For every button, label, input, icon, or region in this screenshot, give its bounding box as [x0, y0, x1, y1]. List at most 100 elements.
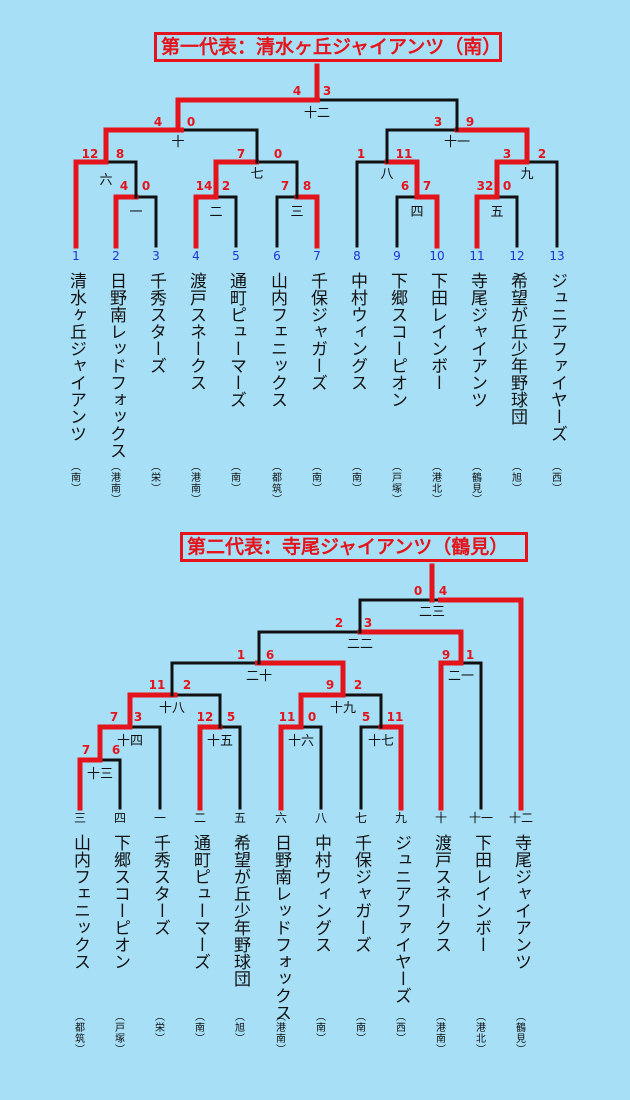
bracket1-match-5-label: 五	[490, 205, 503, 220]
bracket1-match-9-winner-line	[494, 159, 530, 200]
bracket2-team-3-number: 一	[154, 811, 166, 825]
bracket1-team-1-area: ︵南︶	[71, 462, 81, 495]
bracket2-team-7-area: ︵南︶	[316, 1012, 326, 1045]
bracket2-match-5-right-score: 11	[387, 710, 404, 724]
bracket1-match-3-left-score: 7	[281, 179, 289, 193]
bracket1-match-12-right-score: 3	[323, 84, 331, 98]
bracket2-match-9-label: 二一	[448, 669, 474, 684]
bracket1-team-12-area: ︵旭︶	[512, 462, 522, 495]
bracket2-match-10-winner-line	[357, 629, 464, 666]
bracket2-team-8-number: 七	[355, 811, 367, 825]
bracket2-match-9-left-score: 9	[442, 648, 450, 662]
bracket2-team-11-number: 十一	[469, 811, 493, 825]
bracket2-match-10-right-score: 3	[364, 616, 372, 630]
bracket2-match-5-label: 十七	[368, 734, 394, 749]
bracket2-team-11-name: 下田レインボー	[471, 834, 492, 953]
bracket1-match-12-left-score: 4	[293, 84, 301, 98]
bracket2-title: 第二代表：寺尾ジャイアンツ（鶴見）	[180, 532, 528, 562]
bracket2-match-2-right-score: 3	[134, 710, 142, 724]
bracket1-match-3-label: 三	[290, 205, 303, 220]
bracket1-match-9-right-score: 2	[538, 147, 546, 161]
bracket1-team-8-area: ︵南︶	[352, 462, 362, 495]
bracket2-team-12-name: 寺尾ジャイアンツ	[511, 834, 532, 970]
bracket2-team-1-name: 山内フェニックス	[70, 834, 90, 970]
bracket1-team-2-number: 2	[112, 249, 120, 263]
bracket1-match-10-winner-line	[103, 127, 184, 165]
bracket2-match-7-winner-line	[298, 692, 344, 730]
bracket2-match-11-right-score: 4	[439, 584, 447, 598]
bracket2-team-6-area: ︵港南︶	[276, 1012, 286, 1056]
bracket1-match-10-right-score: 0	[187, 115, 195, 129]
bracket2-team-4-area: ︵南︶	[195, 1012, 205, 1045]
bracket2-match-7-label: 十九	[330, 701, 356, 716]
bracket1-match-12-label: 十二	[304, 106, 330, 121]
bracket1-match-2-label: 二	[209, 205, 222, 220]
bracket2-team-6-name: 日野南レッドフォックス	[271, 834, 292, 1021]
bracket2-team-7-number: 八	[315, 811, 327, 825]
bracket1-team-8-number: 8	[353, 249, 361, 263]
bracket1-match-7-label: 七	[250, 167, 263, 182]
bracket1-team-3-number: 3	[152, 249, 160, 263]
bracket1-team-6-area: ︵都筑︶	[272, 462, 282, 506]
bracket2-match-7-left-score: 9	[326, 678, 334, 692]
bracket2-team-8-area: ︵南︶	[356, 1012, 366, 1045]
bracket1-match-8-winner-line	[384, 159, 420, 200]
bracket2-match-7-right-score: 2	[354, 678, 362, 692]
bracket2-match-9-right-score: 1	[466, 648, 474, 662]
bracket1-team-4-name: 渡戸スネークス	[186, 272, 207, 391]
bracket2-team-12-area: ︵鶴見︶	[516, 1012, 526, 1056]
bracket1-match-6-left-score: 12	[82, 147, 99, 161]
bracket1-match-7-right-score: 0	[274, 147, 282, 161]
bracket2-team-1-number: 三	[74, 811, 86, 825]
bracket2-team-4-number: 二	[194, 811, 206, 825]
bracket1-match-12-winner-line	[175, 97, 320, 133]
bracket2-match-3-right-score: 5	[227, 710, 235, 724]
bracket1-team-5-area: ︵南︶	[231, 462, 241, 495]
bracket1-team-12-name: 希望が丘少年野球団	[507, 272, 528, 425]
bracket1-team-9-area: ︵戸塚︶	[392, 462, 402, 506]
bracket1-match-11-winner-line	[454, 127, 530, 165]
bracket1-team-10-name: 下田レインボー	[427, 272, 448, 391]
bracket2-team-9-name: ジュニアファイヤーズ	[391, 834, 411, 1004]
bracket1-team-1-name: 清水ヶ丘ジャイアンツ	[66, 272, 87, 442]
bracket1-team-11-area: ︵鶴見︶	[472, 462, 482, 506]
bracket1-match-11-left-score: 3	[434, 115, 442, 129]
bracket2-match-6-left-score: 11	[149, 678, 166, 692]
bracket1-match-10-left-score: 4	[154, 115, 162, 129]
bracket2-match-8-right-score: 6	[266, 648, 274, 662]
bracket2-match-10-label: 二二	[347, 637, 373, 652]
bracket2-match-6-label: 十八	[159, 701, 185, 716]
bracket2-team-2-number: 四	[114, 811, 126, 825]
bracket2-team-7-name: 中村ウィングス	[311, 834, 332, 953]
bracket1-match-6-label: 六	[99, 173, 112, 188]
bracket1-match-1-left-score: 4	[120, 179, 128, 193]
bracket1-match-9-left-score: 3	[503, 147, 511, 161]
bracket2-match-3-left-score: 12	[197, 710, 214, 724]
bracket1-team-9-number: 9	[393, 249, 401, 263]
bracket2-match-6-winner-line	[127, 692, 178, 730]
bracket1-match-11-right-score: 9	[466, 115, 474, 129]
bracket1-match-1-label: 一	[129, 205, 142, 220]
bracket1-team-11-name: 寺尾ジャイアンツ	[467, 272, 488, 408]
bracket2-team-9-area: ︵西︶	[396, 1012, 406, 1045]
bracket2-team-3-name: 千秀スターズ	[150, 834, 171, 936]
bracket1-title: 第一代表：清水ヶ丘ジャイアンツ（南）	[154, 32, 502, 62]
bracket1-team-13-area: ︵西︶	[552, 462, 562, 495]
bracket1-match-2-left-score: 14	[196, 179, 213, 193]
bracket2-match-11-label: 二三	[419, 605, 445, 620]
bracket1-match-7-winner-line	[213, 159, 259, 200]
bracket2-match-8-left-score: 1	[237, 648, 245, 662]
bracket2-team-10-area: ︵港南︶	[436, 1012, 446, 1056]
bracket2-match-1-left-score: 7	[82, 743, 90, 757]
bracket2-team-3-area: ︵栄︶	[155, 1012, 165, 1045]
bracket2-team-1-area: ︵都筑︶	[75, 1012, 85, 1056]
bracket1-match-4-left-score: 6	[401, 179, 409, 193]
bracket1-team-7-number: 7	[313, 249, 321, 263]
bracket1-match-8-left-score: 1	[357, 147, 365, 161]
bracket1-team-3-name: 千秀スターズ	[146, 272, 167, 374]
bracket1-team-6-number: 6	[273, 249, 281, 263]
bracket1-team-10-number: 10	[429, 249, 444, 263]
bracket2-team-4-name: 通町ピューマーズ	[190, 834, 211, 970]
bracket1-match-6-winner-line	[73, 159, 109, 248]
